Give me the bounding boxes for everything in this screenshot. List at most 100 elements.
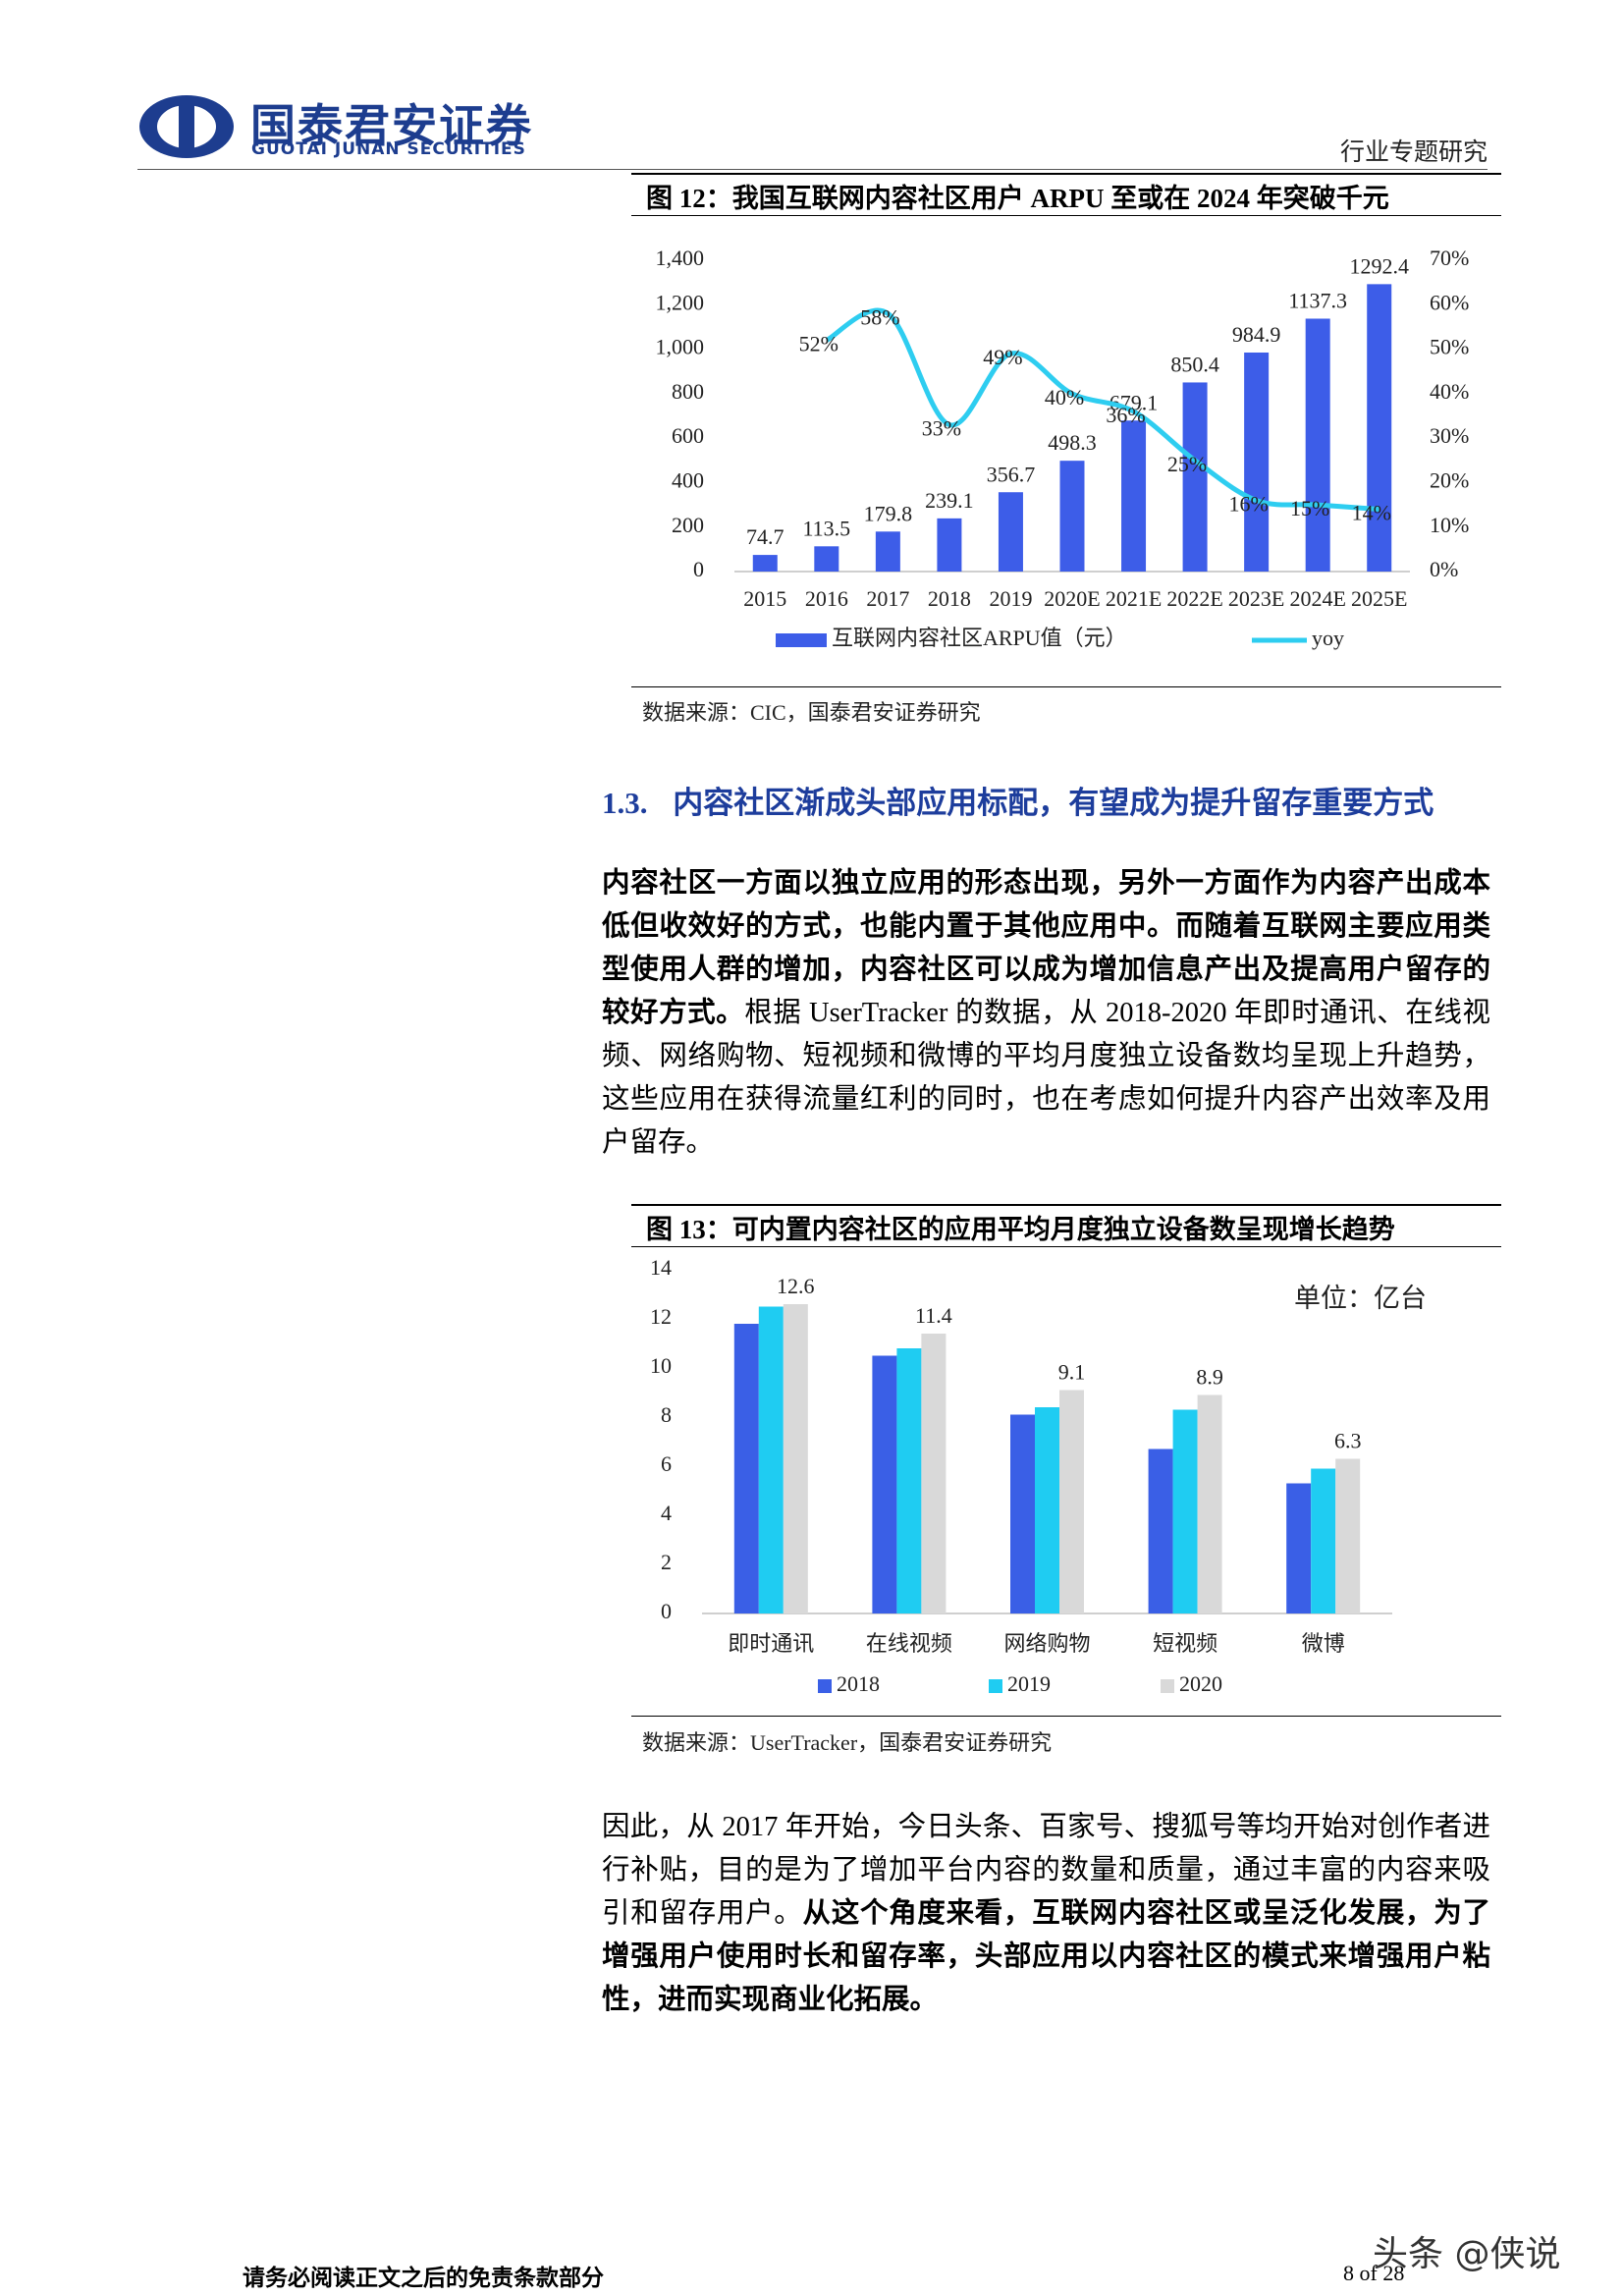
x-tick-label: 2022E bbox=[1166, 586, 1222, 611]
figure-rule bbox=[631, 215, 1501, 216]
y-tick-label: 1,000 bbox=[656, 335, 705, 359]
bar bbox=[783, 1304, 808, 1613]
data-label: 850.4 bbox=[1170, 352, 1219, 376]
section-heading: 1.3. 内容社区渐成头部应用标配，有望成为提升留存重要方式 bbox=[602, 778, 1434, 822]
y-tick-label: 600 bbox=[672, 423, 704, 448]
bar bbox=[1335, 1458, 1361, 1613]
y-tick-label: 0 bbox=[661, 1599, 672, 1623]
y2-tick-label: 70% bbox=[1430, 246, 1469, 270]
bar bbox=[752, 555, 778, 572]
data-label: 15% bbox=[1290, 496, 1329, 520]
data-label: 40% bbox=[1045, 385, 1084, 410]
data-label: 14% bbox=[1352, 501, 1391, 525]
data-label: 74.7 bbox=[746, 524, 784, 549]
y-tick-label: 6 bbox=[661, 1451, 672, 1476]
y-tick-label: 2 bbox=[661, 1550, 672, 1574]
y-tick-label: 1,200 bbox=[656, 290, 705, 314]
y-tick-label: 400 bbox=[672, 467, 704, 492]
section-title: 内容社区渐成头部应用标配，有望成为提升留存重要方式 bbox=[673, 786, 1434, 820]
figure-source: 数据来源：UserTracker，国泰君安证券研究 bbox=[642, 1730, 1053, 1755]
data-label: 33% bbox=[922, 416, 961, 441]
bar bbox=[1059, 461, 1085, 572]
page-number: 8 of 28 bbox=[1343, 2261, 1405, 2285]
bar bbox=[1182, 382, 1208, 572]
bar bbox=[896, 1348, 922, 1613]
data-label: 36% bbox=[1106, 403, 1145, 427]
bold-text: 内容社区一方面以独立应用的形态出现，另外一方面作为内容产出成本低但收效好的方式，… bbox=[602, 868, 1490, 1028]
data-label: 984.9 bbox=[1232, 322, 1281, 347]
figure-rule bbox=[631, 173, 1501, 175]
logo-mark bbox=[139, 95, 234, 158]
data-label: 356.7 bbox=[987, 462, 1036, 486]
legend-label: 2020 bbox=[1179, 1671, 1222, 1696]
x-tick-label: 2020E bbox=[1044, 586, 1100, 611]
y2-tick-label: 60% bbox=[1430, 290, 1469, 314]
y-tick-label: 1,400 bbox=[656, 246, 705, 270]
x-tick-label: 2024E bbox=[1289, 586, 1345, 611]
bar bbox=[1367, 284, 1392, 572]
legend-swatch bbox=[818, 1679, 832, 1693]
y-tick-label: 200 bbox=[672, 513, 704, 537]
watermark: 头条 @侠说 bbox=[1373, 2234, 1561, 2274]
legend-label: yoy bbox=[1312, 626, 1344, 650]
y2-tick-label: 50% bbox=[1430, 335, 1469, 359]
bar bbox=[998, 492, 1023, 572]
x-tick-label: 2023E bbox=[1228, 586, 1284, 611]
bar bbox=[733, 1324, 759, 1613]
bar bbox=[1121, 420, 1147, 572]
bar bbox=[1311, 1468, 1336, 1613]
data-label: 12.6 bbox=[777, 1274, 815, 1298]
bar bbox=[1035, 1407, 1059, 1613]
chart-annotation: 单位：亿台 bbox=[1294, 1284, 1427, 1313]
header-rule bbox=[137, 169, 1488, 170]
legend-label: 互联网内容社区ARPU值（元） bbox=[832, 626, 1127, 650]
bar bbox=[1148, 1449, 1173, 1613]
bar bbox=[1010, 1414, 1035, 1613]
bar bbox=[1286, 1483, 1312, 1613]
data-label: 6.3 bbox=[1334, 1429, 1362, 1453]
bar bbox=[875, 531, 900, 572]
data-label: 11.4 bbox=[915, 1303, 952, 1328]
paragraph: 内容社区一方面以独立应用的形态出现，另外一方面作为内容产出成本低但收效好的方式，… bbox=[602, 862, 1490, 1165]
x-tick-label: 2019 bbox=[989, 586, 1032, 611]
legend-swatch bbox=[776, 633, 827, 647]
y2-tick-label: 10% bbox=[1430, 513, 1469, 537]
data-label: 16% bbox=[1228, 492, 1268, 517]
figure-rule bbox=[631, 686, 1501, 687]
data-label: 179.8 bbox=[864, 501, 913, 525]
data-label: 9.1 bbox=[1058, 1360, 1086, 1385]
bar bbox=[1197, 1394, 1222, 1613]
y-tick-label: 4 bbox=[661, 1501, 672, 1525]
y-tick-label: 800 bbox=[672, 379, 704, 404]
y-tick-label: 12 bbox=[650, 1304, 672, 1329]
legend-label: 2019 bbox=[1007, 1671, 1051, 1696]
data-label: 58% bbox=[860, 304, 899, 329]
y-tick-label: 0 bbox=[693, 557, 704, 581]
paragraph: 因此，从 2017 年开始，今日头条、百家号、搜狐号等均开始对创作者进行补贴，目… bbox=[602, 1806, 1490, 2022]
figure-title: 图 12：我国互联网内容社区用户 ARPU 至或在 2024 年突破千元 bbox=[646, 184, 1389, 213]
x-tick-label: 短视频 bbox=[1153, 1631, 1217, 1656]
y2-tick-label: 20% bbox=[1430, 467, 1469, 492]
y-tick-label: 14 bbox=[650, 1255, 672, 1280]
bar bbox=[1059, 1390, 1084, 1613]
data-label: 498.3 bbox=[1048, 430, 1097, 455]
x-tick-label: 2015 bbox=[743, 586, 786, 611]
figure-rule bbox=[631, 1246, 1501, 1247]
data-label: 52% bbox=[799, 332, 839, 356]
logo-subtext: GUOTAI JUNAN SECURITIES bbox=[251, 139, 526, 159]
data-label: 1292.4 bbox=[1349, 253, 1409, 278]
data-label: 239.1 bbox=[925, 488, 974, 513]
y2-tick-label: 0% bbox=[1430, 557, 1458, 581]
bar bbox=[872, 1355, 897, 1613]
report-type: 行业专题研究 bbox=[1339, 139, 1488, 166]
figure-rule bbox=[631, 1204, 1501, 1206]
bold-text: 从这个角度来看，互联网内容社区或呈泛化发展，为了增强用户使用时长和留存率，头部应… bbox=[602, 1898, 1490, 2015]
text: 因此，从 2017 年开始，今日头条、百家号、搜狐号等均开始对创作者进行补贴，目… bbox=[602, 1812, 1490, 1929]
data-label: 1137.3 bbox=[1288, 289, 1347, 313]
bar bbox=[1305, 318, 1330, 572]
bar bbox=[814, 546, 839, 572]
logo-text: 国泰君安证券 bbox=[250, 99, 533, 152]
section-number: 1.3. bbox=[602, 786, 648, 820]
